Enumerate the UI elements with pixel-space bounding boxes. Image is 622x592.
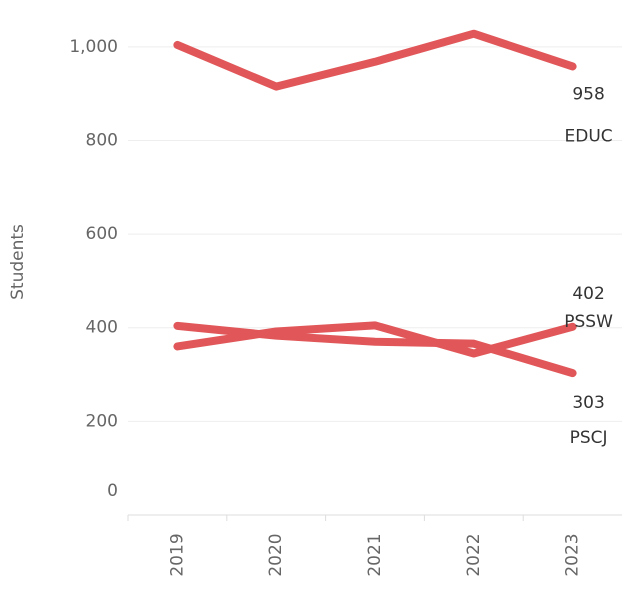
x-tick-label: 2022 (464, 533, 484, 576)
end-value-label: 958 (572, 84, 604, 104)
x-tick-label: 2019 (167, 533, 187, 576)
y-axis-title: Students (8, 224, 28, 300)
x-tick-label: 2023 (563, 533, 583, 576)
y-tick-label: 1,000 (69, 37, 118, 57)
y-tick-label: 200 (86, 411, 118, 431)
line (173, 321, 577, 358)
line (173, 29, 577, 91)
end-value-label: 402 (572, 284, 604, 304)
end-value-label: 303 (572, 393, 604, 413)
y-tick-label: 400 (86, 318, 118, 338)
y-tick-label: 0 (107, 481, 118, 501)
x-tick-label: 2021 (365, 533, 385, 576)
y-tick-label: 600 (86, 224, 118, 244)
line (173, 321, 577, 378)
x-tick-label: 2020 (266, 533, 286, 576)
end-series-label: PSCJ (570, 428, 608, 448)
end-series-label: EDUC (565, 126, 613, 146)
y-tick-label: 800 (86, 130, 118, 150)
end-series-label: PSSW (564, 312, 613, 332)
